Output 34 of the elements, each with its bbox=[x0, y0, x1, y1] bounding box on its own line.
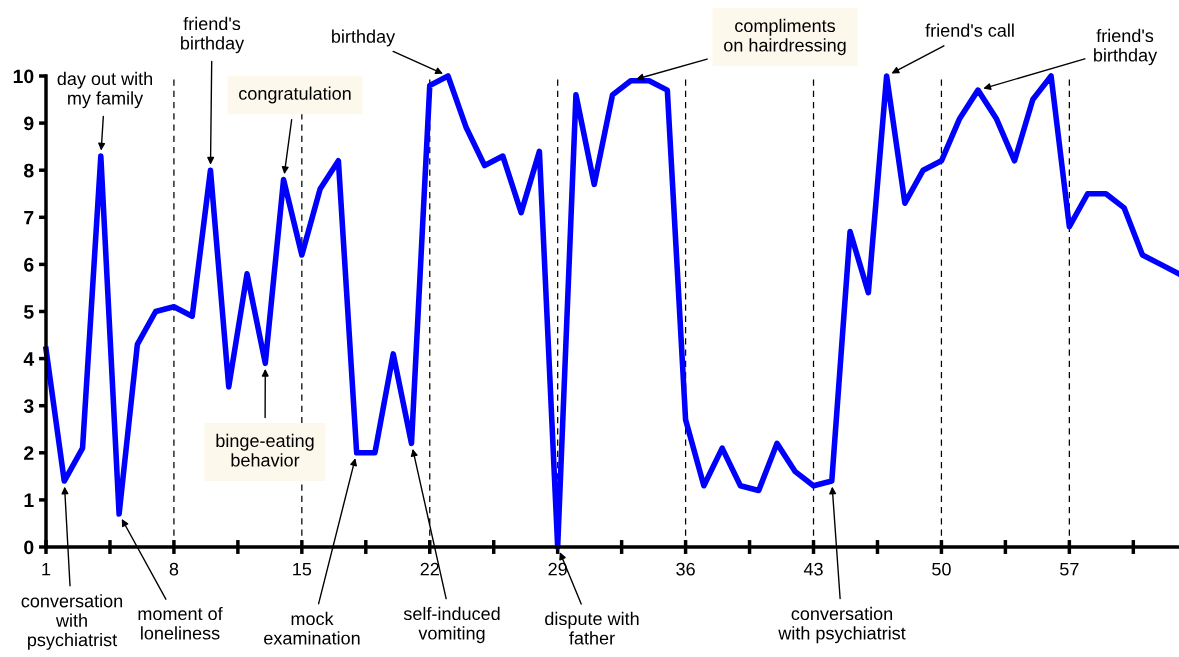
x-tick-label: 22 bbox=[420, 562, 439, 576]
annotation: birthday bbox=[332, 29, 396, 47]
annotation: friend's birthday bbox=[181, 16, 245, 54]
annotation: dispute with father bbox=[545, 611, 639, 645]
y-tick-label: 7 bbox=[24, 210, 34, 225]
annotation: conversation with psychiatrist bbox=[778, 606, 906, 644]
y-tick-label: 5 bbox=[23, 305, 34, 319]
annotation: binge-eating behavior bbox=[216, 433, 314, 467]
x-tick-label: 8 bbox=[169, 562, 179, 576]
annotation: day out with my family bbox=[57, 71, 153, 109]
y-tick-label: 3 bbox=[23, 399, 34, 413]
annotation: compliments on hairdressing bbox=[724, 18, 846, 56]
y-tick-label: 4 bbox=[23, 352, 35, 366]
x-tick-label: 1 bbox=[42, 562, 51, 576]
x-tick-label: 15 bbox=[293, 562, 312, 576]
y-tick-label: 1 bbox=[24, 493, 34, 507]
annotation: moment of loneliness bbox=[138, 606, 223, 640]
y-tick-label: 6 bbox=[24, 257, 34, 272]
annotation: congratulation bbox=[239, 86, 351, 104]
x-tick-label: 50 bbox=[932, 562, 951, 576]
y-tick-label: 9 bbox=[24, 116, 34, 131]
annotation: self-induced vomiting bbox=[403, 606, 500, 644]
x-tick-label: 57 bbox=[1060, 562, 1079, 576]
y-tick-label: 10 bbox=[13, 69, 34, 84]
y-tick-label: 8 bbox=[24, 163, 34, 178]
x-tick-label: 36 bbox=[676, 562, 695, 576]
annotation: friend's call bbox=[925, 23, 1014, 37]
x-tick-label: 43 bbox=[803, 562, 823, 576]
x-tick-label: 29 bbox=[548, 562, 567, 576]
annotation: friend's birthday bbox=[1094, 28, 1158, 66]
y-tick-label: 2 bbox=[24, 446, 34, 460]
y-tick-label: 0 bbox=[24, 540, 34, 555]
annotation: conversation with psychiatrist bbox=[21, 594, 123, 650]
annotation: mock examination bbox=[264, 611, 360, 645]
